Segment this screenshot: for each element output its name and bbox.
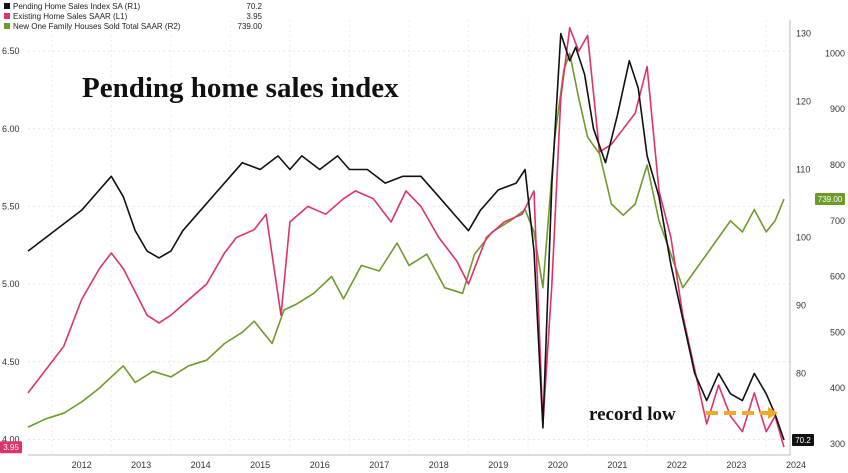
- series-layer: [27, 27, 785, 448]
- x-tick-label: 2019: [488, 460, 508, 470]
- x-tick-label: 2014: [191, 460, 211, 470]
- right2-axis: 1000 900 800 700 600 500 400 300: [825, 48, 845, 448]
- legend-value: 70.2: [246, 2, 262, 11]
- x-tick-label: 2016: [310, 460, 330, 470]
- legend: Pending Home Sales Index SA (R1) 70.2 Exis…: [4, 2, 263, 31]
- legend-swatch: [4, 3, 10, 9]
- x-axis: 2012 2013 2014 2015 2016 2017 2018 2019 2020 2021…: [28, 454, 806, 470]
- x-tick-label: 2024: [786, 460, 806, 470]
- left-tick-label: 6.50: [2, 46, 20, 56]
- record-low-annotation: record low: [589, 404, 778, 425]
- legend-value: 3.95: [246, 12, 262, 21]
- legend-value: 739.00: [238, 22, 263, 31]
- annotation-text: record low: [589, 404, 676, 425]
- chart-title: Pending home sales index: [82, 72, 399, 104]
- annotation-arrowhead: [768, 407, 778, 419]
- x-tick-label: 2013: [131, 460, 151, 470]
- value-badges: 70.2 3.95 739.00: [0, 193, 845, 454]
- x-tick-label: 2018: [429, 460, 449, 470]
- grid: [28, 20, 790, 455]
- badge-index-text: 70.2: [795, 436, 811, 445]
- left-tick-label: 4.00: [2, 434, 20, 444]
- badge-new-text: 739.00: [818, 195, 843, 204]
- right1-tick-label: 120: [796, 97, 811, 107]
- badge-index-bg: [792, 434, 814, 447]
- x-tick-label: 2012: [72, 460, 92, 470]
- right1-tick-label: 100: [796, 233, 811, 243]
- right2-tick-label: 400: [830, 383, 845, 393]
- left-tick-label: 5.50: [2, 201, 20, 211]
- right1-tick-label: 80: [796, 368, 806, 378]
- x-tick-label: 2021: [607, 460, 627, 470]
- right1-tick-label: 110: [796, 165, 810, 175]
- badge-existing-text: 3.95: [3, 443, 19, 452]
- left-axis: 6.50 6.00 5.50 5.00 4.50 4.00: [2, 46, 20, 444]
- legend-label: Pending Home Sales Index SA (R1): [13, 2, 141, 11]
- x-tick-label: 2015: [250, 460, 270, 470]
- series-line-0: [27, 32, 785, 441]
- right2-tick-label: 1000: [825, 48, 845, 58]
- x-tick-label: 2022: [667, 460, 687, 470]
- x-tick-label: 2020: [548, 460, 568, 470]
- left-tick-label: 6.00: [2, 124, 20, 134]
- right2-tick-label: 900: [830, 104, 845, 114]
- x-tick-label: 2017: [369, 460, 389, 470]
- right2-tick-label: 500: [830, 327, 845, 337]
- right2-tick-label: 800: [830, 160, 845, 170]
- x-tick-label: 2023: [726, 460, 746, 470]
- badge-existing-bg: [0, 441, 22, 454]
- left-tick-label: 5.00: [2, 279, 20, 289]
- right2-tick-label: 700: [830, 216, 845, 226]
- right1-tick-label: 90: [796, 300, 806, 310]
- legend-label: New One Family Houses Sold Total SAAR (R…: [13, 22, 181, 31]
- right1-tick-label: 130: [796, 29, 811, 39]
- right1-axis: 130 120 110 100 90 80: [789, 20, 811, 455]
- legend-label: Existing Home Sales SAAR (L1): [13, 12, 128, 21]
- series-line-2: [27, 52, 785, 428]
- legend-swatch: [4, 13, 10, 19]
- series-line-1: [27, 27, 785, 448]
- left-tick-label: 4.50: [2, 357, 20, 367]
- right2-tick-label: 600: [830, 272, 845, 282]
- right2-tick-label: 300: [830, 439, 845, 449]
- legend-swatch: [4, 23, 10, 29]
- badge-new-bg: [815, 193, 845, 206]
